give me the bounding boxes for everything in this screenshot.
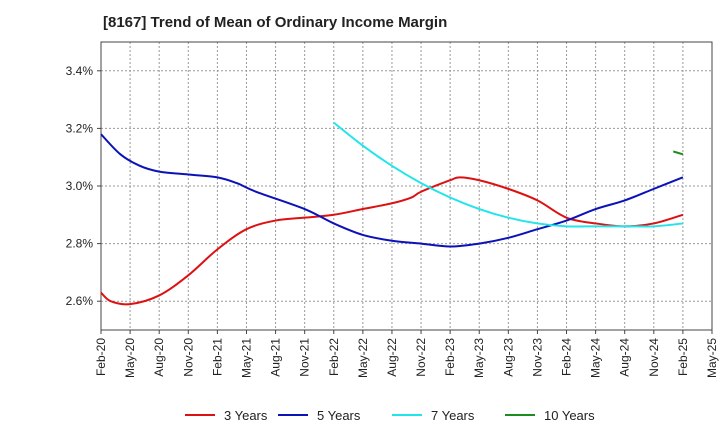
x-tick-label: Nov-23 <box>530 338 544 377</box>
x-tick-label: Aug-20 <box>152 338 166 377</box>
x-tick-label: May-25 <box>705 338 719 378</box>
legend-label-5-years: 5 Years <box>317 408 361 423</box>
x-tick-label: May-24 <box>589 338 603 378</box>
x-tick-label: Nov-22 <box>414 338 428 377</box>
legend-label-3-years: 3 Years <box>224 408 268 423</box>
x-tick-label: Nov-21 <box>298 338 312 377</box>
x-tick-label: Feb-24 <box>560 338 574 376</box>
series-line-10-years <box>672 150 684 156</box>
x-tick-label: May-22 <box>356 338 370 378</box>
y-tick-label: 2.8% <box>66 237 94 251</box>
x-tick-label: Nov-20 <box>181 338 195 377</box>
y-tick-label: 3.2% <box>66 121 94 135</box>
legend-label-7-years: 7 Years <box>431 408 475 423</box>
y-tick-label: 2.6% <box>66 294 94 308</box>
x-tick-label: Aug-22 <box>385 338 399 377</box>
x-tick-label: Nov-24 <box>647 338 661 377</box>
y-tick-label: 3.0% <box>66 179 94 193</box>
y-tick-label: 3.4% <box>66 64 94 78</box>
series-line-5-years <box>100 133 684 248</box>
x-tick-label: May-23 <box>472 338 486 378</box>
series-line-7-years <box>333 121 683 228</box>
x-tick-label: Feb-25 <box>676 338 690 376</box>
x-tick-label: Aug-21 <box>269 338 283 377</box>
x-tick-label: May-21 <box>239 338 253 378</box>
chart-title: [8167] Trend of Mean of Ordinary Income … <box>103 14 448 31</box>
legend-label-10-years: 10 Years <box>544 408 595 423</box>
x-tick-label: Aug-23 <box>501 338 515 377</box>
x-tick-label: Feb-21 <box>210 338 224 376</box>
x-tick-label: Feb-23 <box>443 338 457 376</box>
series-line-3-years <box>100 176 684 306</box>
x-tick-label: Feb-20 <box>94 338 108 376</box>
x-tick-label: Aug-24 <box>618 338 632 377</box>
x-tick-label: Feb-22 <box>327 338 341 376</box>
x-tick-label: May-20 <box>123 338 137 378</box>
